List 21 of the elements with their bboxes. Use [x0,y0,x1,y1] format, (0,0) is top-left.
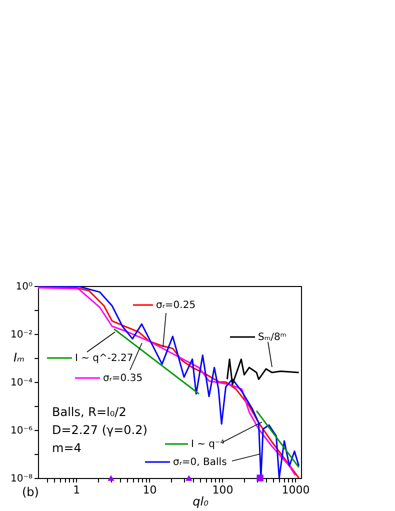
y-tick-label: 10⁻² [10,330,32,340]
legend-label: σᵣ=0.35 [103,373,143,384]
legend-label: I ~ q⁻⁴ [191,439,224,450]
y-tick-label: 10⁰ [16,282,32,292]
y-tick-label: 10⁻⁸ [10,474,32,484]
legend-label: σᵣ=0.25 [156,300,196,311]
text: (b) [22,485,39,499]
annotation: m=4 [52,441,82,455]
legend-label: Sₘ/8ᵐ [258,332,287,343]
x-tick-label: 100 [212,484,234,496]
x-tick-label: 1000 [282,484,310,496]
y-axis-title: Iₘ [14,350,25,364]
x-tick-label: 1 [73,484,80,496]
x-axis-title: ql₀ [192,494,209,508]
annotation: Balls, R=l₀/2 [52,405,126,419]
x-tick-label: 10 [142,484,157,496]
annotation: D=2.27 (γ=0.2) [52,423,148,437]
y-tick-label: 10⁻⁴ [10,378,32,388]
legend-label: I ~ q^-2.27 [75,353,134,364]
legend-label: σᵣ=0, Balls [173,457,227,468]
y-tick-label: 10⁻⁶ [10,426,32,436]
